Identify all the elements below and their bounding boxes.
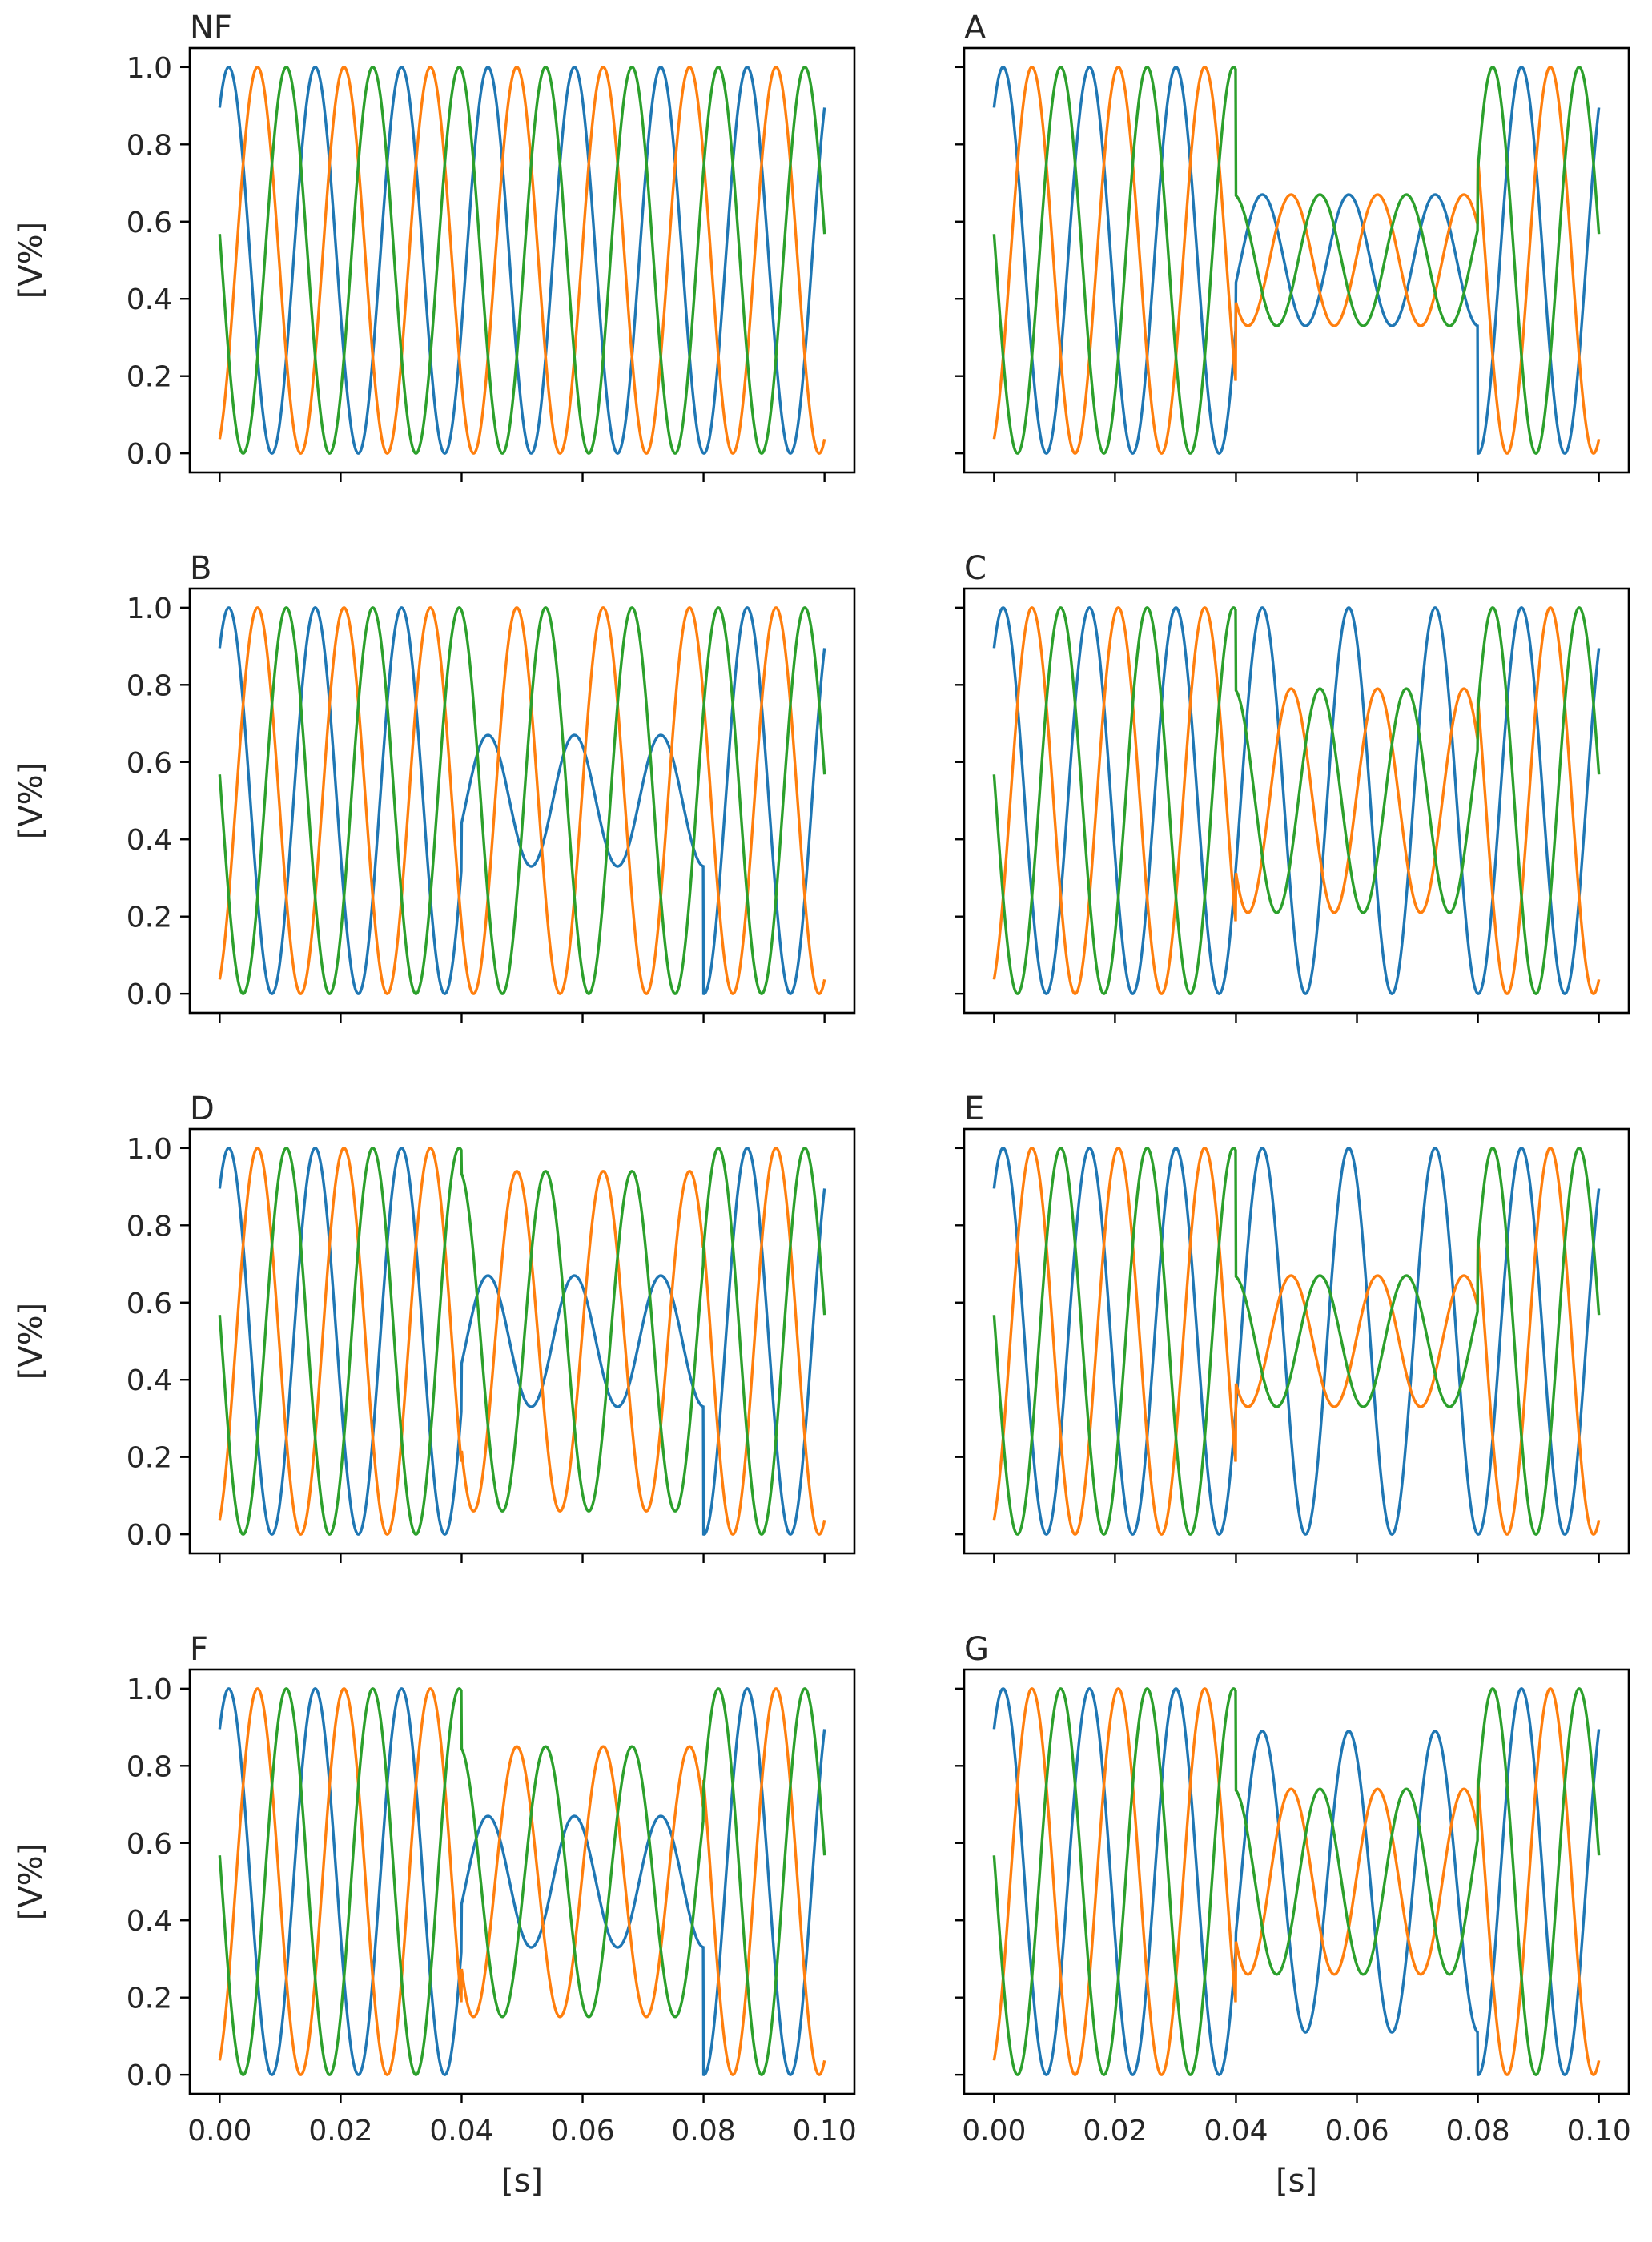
y-tick-label: 0.8: [127, 1750, 172, 1783]
series-line-2: [218, 1147, 826, 1536]
y-tick-label: 1.0: [127, 1133, 172, 1166]
y-tick-label: 0.0: [127, 2059, 172, 2092]
panel-g: G 0.00 0.02 0.04 0.06 0.08 0.10 [s]: [955, 1631, 1631, 2200]
y-tick-label: 0.0: [127, 1519, 172, 1552]
y-axis-label: [V%]: [13, 762, 50, 840]
y-tick-label: 0.0: [127, 438, 172, 471]
x-tick-label: 0.02: [308, 2115, 372, 2148]
series-line-1: [992, 606, 1601, 995]
y-tick-label: 0.6: [127, 1828, 172, 1861]
panel-e: E: [955, 1091, 1630, 1563]
y-axis-label: [V%]: [13, 1843, 50, 1921]
x-tick-label: 0.04: [1204, 2115, 1268, 2148]
series-line-2: [218, 1687, 826, 2076]
series-line-1: [218, 1147, 826, 1536]
panel-a: A: [955, 10, 1630, 482]
series-line-3: [218, 66, 826, 455]
y-tick-label: 0.2: [127, 361, 172, 394]
y-tick-label: 0.8: [127, 129, 172, 162]
y-tick-label: 0.2: [127, 902, 172, 934]
series-line-3: [992, 66, 1601, 455]
x-tick-label: 0.00: [187, 2115, 251, 2148]
y-tick-label: 0.6: [127, 747, 172, 780]
axes-frame: [963, 1668, 1630, 2095]
y-tick-label: 0.4: [127, 283, 172, 316]
panel-f: F 0.0 0.2 0.4 0.6 0.8 1.0 0.00 0.02 0.04 0.06 0.08 0…: [13, 1631, 857, 2200]
series-line-2: [992, 606, 1601, 995]
y-tick-label: 0.4: [127, 1364, 172, 1397]
axes-frame: [188, 587, 856, 1015]
series-line-3: [992, 1147, 1601, 1536]
series-line-1: [992, 1147, 1601, 1536]
x-axis-label: [s]: [1276, 2163, 1317, 2200]
y-tick-label: 0.6: [127, 207, 172, 239]
series-line-3: [218, 606, 826, 995]
panel-nf: NF 0.0 0.2 0.4 0.6 0.8 1.0 [V%]: [13, 10, 856, 482]
panel-title: C: [964, 550, 987, 587]
series-line-1: [218, 66, 826, 455]
panel-title: E: [964, 1091, 984, 1127]
axes-frame: [963, 1127, 1630, 1555]
panel-d: D 0.0 0.2 0.4 0.6 0.8 1.0 [V%]: [13, 1091, 856, 1563]
panel-title: G: [964, 1631, 989, 1668]
y-tick-label: 0.8: [127, 669, 172, 702]
series-line-3: [992, 1687, 1601, 2076]
y-tick-label: 0.0: [127, 978, 172, 1011]
y-tick-label: 0.8: [127, 1210, 172, 1243]
x-tick-label: 0.02: [1083, 2115, 1147, 2148]
y-tick-label: 0.4: [127, 824, 172, 857]
x-axis-label: [s]: [501, 2163, 543, 2200]
x-tick-label: 0.08: [672, 2115, 736, 2148]
panel-title: B: [190, 550, 211, 587]
y-tick-label: 1.0: [127, 1673, 172, 1706]
x-tick-label: 0.08: [1446, 2115, 1510, 2148]
panel-title: F: [190, 1631, 208, 1668]
series-line-3: [218, 1147, 826, 1536]
series-line-2: [218, 66, 826, 455]
series-line-1: [218, 1687, 826, 2076]
series-line-2: [992, 1147, 1601, 1536]
y-tick-label: 0.2: [127, 1983, 172, 2015]
panel-title: D: [190, 1091, 215, 1127]
y-tick-label: 0.6: [127, 1288, 172, 1320]
y-tick-label: 0.2: [127, 1442, 172, 1475]
x-tick-label: 0.10: [793, 2115, 857, 2148]
series-line-2: [218, 606, 826, 995]
series-line-2: [992, 66, 1601, 455]
y-tick-label: 0.4: [127, 1905, 172, 1938]
axes-frame: [963, 46, 1630, 474]
panel-title: NF: [190, 10, 232, 46]
y-tick-label: 1.0: [127, 52, 172, 85]
panel-title: A: [964, 10, 987, 46]
y-axis-label: [V%]: [13, 222, 50, 299]
axes-frame: [188, 46, 856, 474]
x-tick-label: 0.10: [1567, 2115, 1631, 2148]
panel-b: B 0.0 0.2 0.4 0.6 0.8 1.0 [V%]: [13, 550, 856, 1023]
axes-frame: [188, 1127, 856, 1555]
series-line-1: [992, 1687, 1601, 2076]
x-tick-label: 0.06: [550, 2115, 614, 2148]
series-line-1: [218, 606, 826, 995]
series-line-3: [992, 606, 1601, 995]
axes-frame: [963, 587, 1630, 1015]
x-tick-label: 0.00: [962, 2115, 1026, 2148]
x-tick-label: 0.04: [429, 2115, 493, 2148]
series-line-2: [992, 1687, 1601, 2076]
y-tick-label: 1.0: [127, 593, 172, 625]
y-axis-label: [V%]: [13, 1303, 50, 1380]
axes-frame: [188, 1668, 856, 2095]
panel-c: C: [955, 550, 1630, 1023]
series-line-3: [218, 1687, 826, 2076]
x-tick-label: 0.06: [1324, 2115, 1389, 2148]
series-line-1: [992, 66, 1601, 455]
